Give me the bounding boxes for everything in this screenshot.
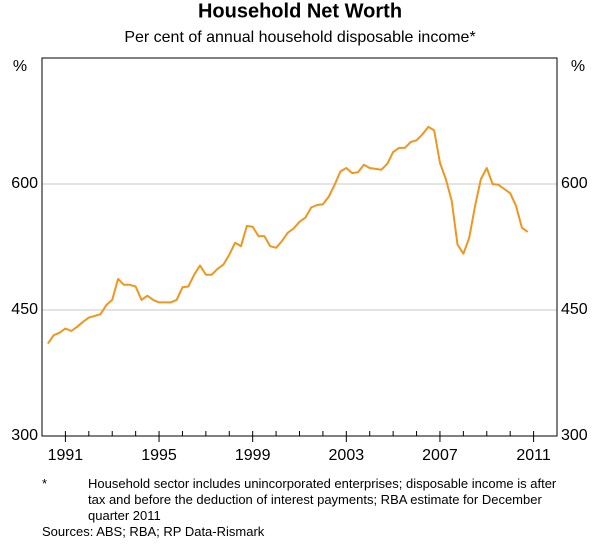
- y-tick-label-right: 300: [561, 427, 588, 444]
- y-unit-left: %: [13, 58, 27, 75]
- x-tick-label: 1991: [48, 447, 84, 464]
- y-tick-label-right: 450: [561, 301, 588, 318]
- y-tick-label: 450: [11, 301, 38, 318]
- chart-subtitle: Per cent of annual household disposable …: [124, 29, 475, 46]
- x-tick-label: 2011: [516, 447, 551, 464]
- x-tick-label: 2003: [329, 447, 365, 464]
- y-tick-label: 600: [11, 175, 38, 192]
- y-unit-right: %: [571, 58, 585, 75]
- plot-frame: [41, 57, 558, 437]
- footnote: Household sector includes unincorporated…: [88, 476, 557, 523]
- y-tick-label-right: 600: [561, 175, 588, 192]
- x-tick-label: 2007: [422, 447, 458, 464]
- y-tick-label: 300: [11, 427, 38, 444]
- chart-title: Household Net Worth: [198, 0, 402, 22]
- x-tick-label: 1995: [141, 447, 177, 464]
- data-line: [47, 125, 529, 345]
- footnote-marker: *: [42, 476, 48, 491]
- x-tick-label: 1999: [235, 447, 271, 464]
- sources: Sources: ABS; RBA; RP Data-Rismark: [42, 524, 265, 539]
- chart: Household Net Worth Per cent of annual h…: [11, 0, 588, 464]
